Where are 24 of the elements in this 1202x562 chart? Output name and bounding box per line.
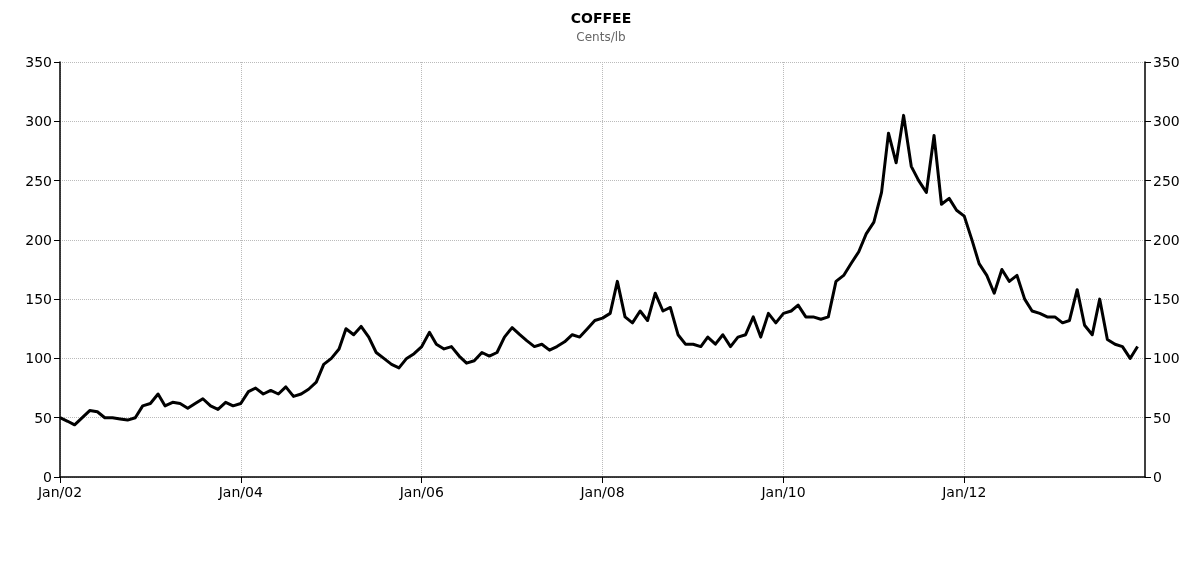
y2-tick-label: 0 [1153, 469, 1162, 485]
y2-tick-label: 100 [1153, 350, 1180, 367]
y2-tick-label: 300 [1153, 113, 1180, 130]
chart-title: COFFEE [570, 10, 632, 26]
y-tick-label: 300 [25, 113, 52, 130]
x-tick-label: Jan/10 [760, 484, 806, 500]
y2-tick-label: 350 [1153, 54, 1180, 70]
y-tick-label: 50 [34, 409, 52, 426]
y2-tick-label: 250 [1153, 172, 1180, 189]
y2-tick-label: 50 [1153, 409, 1171, 426]
y-tick-label: 250 [25, 172, 52, 189]
y-tick-label: 0 [43, 469, 52, 485]
y-tick-label: 100 [25, 350, 52, 367]
y-tick-label: 350 [25, 54, 52, 70]
x-tick-label: Jan/12 [941, 484, 987, 500]
x-tick-label: Jan/06 [398, 484, 444, 500]
y-tick-label: 200 [25, 231, 52, 248]
x-tick-label: Jan/08 [579, 484, 625, 500]
x-tick-label: Jan/02 [36, 484, 83, 500]
y2-tick-label: 200 [1153, 231, 1180, 248]
x-tick-label: Jan/04 [217, 484, 263, 500]
y-tick-label: 150 [25, 291, 52, 308]
y2-tick-label: 150 [1153, 291, 1180, 308]
chart-subtitle: Cents/lb [576, 30, 626, 44]
